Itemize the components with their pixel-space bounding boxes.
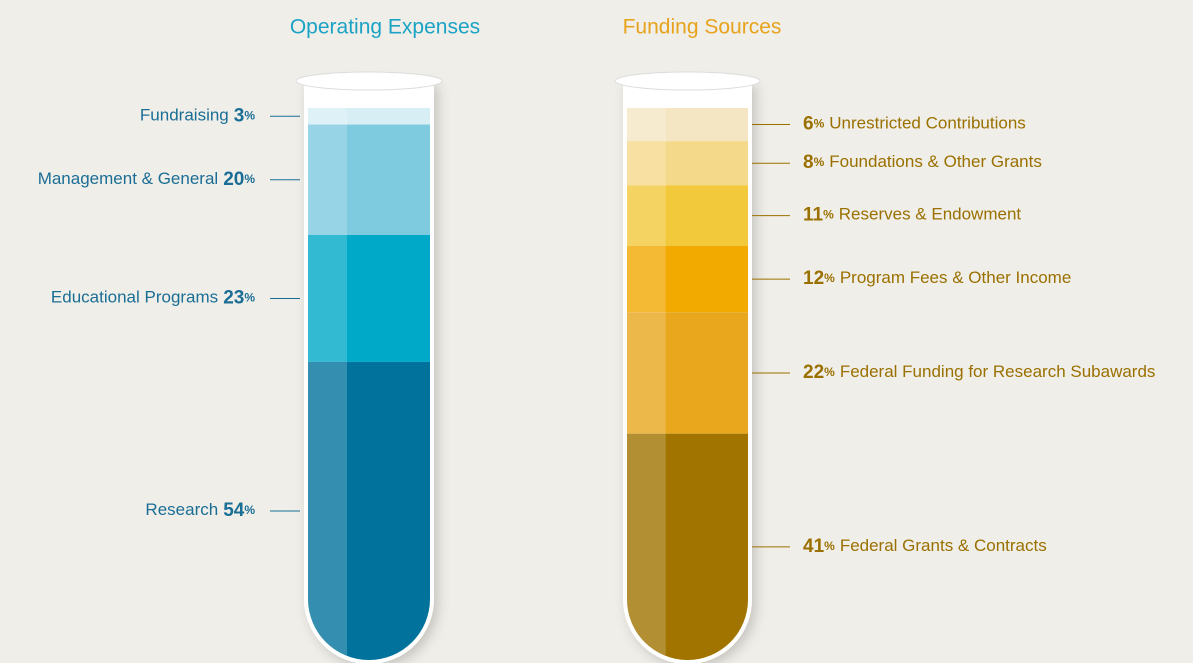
category-label: Program Fees & Other Income xyxy=(840,269,1071,288)
value-label: 54% xyxy=(223,500,255,521)
category-label: Fundraising xyxy=(140,106,229,125)
category-label: Federal Grants & Contracts xyxy=(840,536,1047,555)
value-label: 11% xyxy=(803,205,834,226)
category-label: Research xyxy=(145,500,218,519)
category-label: Unrestricted Contributions xyxy=(829,114,1026,133)
value-label: 12% xyxy=(803,268,835,289)
tube-lip xyxy=(615,72,760,90)
category-label: Federal Funding for Research Subawards xyxy=(840,362,1156,381)
value-label: 6% xyxy=(803,114,825,135)
value-label: 8% xyxy=(803,152,825,173)
segment-label: 41% Federal Grants & Contracts xyxy=(803,536,1047,557)
highlight xyxy=(308,108,347,660)
tube-lip xyxy=(296,72,442,90)
chart-title: Operating Expenses xyxy=(290,16,480,39)
tube-liquid xyxy=(306,108,432,660)
value-label: 41% xyxy=(803,536,835,557)
value-label: 3% xyxy=(234,105,256,126)
segment-label: Research 54% xyxy=(145,500,255,521)
segment-label: Educational Programs 23% xyxy=(51,287,255,308)
value-label: 20% xyxy=(223,169,255,190)
segment-label: Fundraising 3% xyxy=(140,105,255,126)
category-label: Educational Programs xyxy=(51,288,218,307)
category-label: Management & General xyxy=(38,169,219,188)
highlight xyxy=(627,108,666,660)
segment-label: 6%Unrestricted Contributions xyxy=(803,114,1026,135)
value-label: 22% xyxy=(803,362,835,383)
segment-label: 8%Foundations & Other Grants xyxy=(803,152,1042,173)
segment-label: 12% Program Fees & Other Income xyxy=(803,268,1071,289)
category-label: Reserves & Endowment xyxy=(839,205,1022,224)
segment-label: 11% Reserves & Endowment xyxy=(803,205,1021,226)
tube-liquid xyxy=(625,108,750,660)
category-label: Foundations & Other Grants xyxy=(829,153,1042,172)
chart-title: Funding Sources xyxy=(623,16,782,39)
infographic: Operating Expenses Fundraising 3% Managemen… xyxy=(0,0,1193,663)
segment-label: 22% Federal Funding for Research Subaward… xyxy=(803,362,1155,383)
value-label: 23% xyxy=(223,287,255,308)
